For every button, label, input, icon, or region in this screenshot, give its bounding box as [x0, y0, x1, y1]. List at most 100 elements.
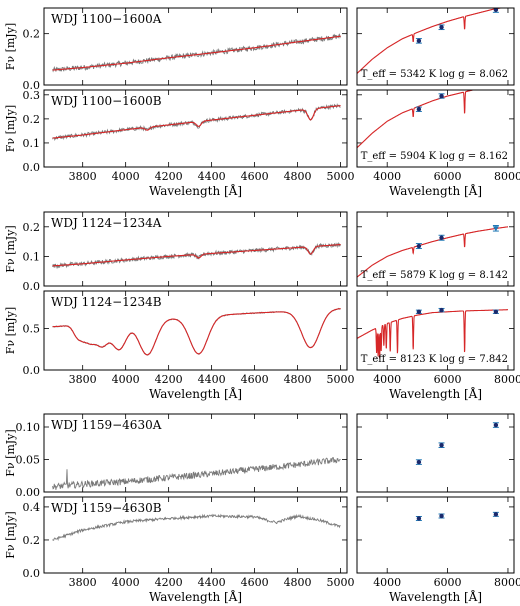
y-axis-label: Fν [mJy] [4, 105, 17, 152]
x-axis-label: Wavelength [Å] [149, 589, 242, 604]
xtick-label: 8000 [494, 576, 520, 589]
photometry-point [416, 107, 422, 112]
xtick-label: 4400 [198, 373, 226, 386]
photometry-point [493, 512, 499, 517]
xtick-label: 3800 [69, 373, 97, 386]
photometry-point [439, 235, 444, 240]
sed-panel: T_eff = 5879 K log g = 8.142 [356, 211, 515, 287]
xtick-label: 6000 [434, 576, 462, 589]
xtick-label: 5000 [327, 170, 355, 183]
spectrum-plot [52, 456, 341, 490]
star-name: WDJ 1100−1600A [51, 12, 162, 26]
sed-panel: T_eff = 5342 K log g = 8.062 [356, 7, 515, 86]
photometry-point [439, 513, 444, 519]
y-axis-label: Fν [mJy] [4, 511, 17, 558]
star-name: WDJ 1100−1600B [51, 94, 162, 108]
xtick-label: 4600 [241, 373, 269, 386]
xtick-label: 4000 [373, 576, 401, 589]
x-axis-label: Wavelength [Å] [389, 386, 482, 401]
xtick-label: 4800 [284, 373, 312, 386]
xtick-label: 3800 [69, 576, 97, 589]
observed-spectrum-line [52, 513, 341, 542]
ytick-label: 0.10 [16, 421, 41, 434]
spectrum-frame [43, 7, 348, 86]
spectrum-panel: WDJ 1159−4630B 0.0 0.2 0.4 Fν [mJy] 3800 4000 4… [4, 496, 355, 604]
xtick-label: 4000 [373, 170, 401, 183]
ytick-label: 0.0 [23, 364, 41, 377]
ytick-label: 0.2 [23, 28, 41, 41]
photometry-point [416, 38, 422, 44]
model-spectrum-line [52, 35, 341, 71]
spectrum-frame [43, 89, 348, 168]
spectrum-plot [52, 242, 342, 270]
photometry-point [439, 25, 444, 30]
ytick-label: 0.2 [23, 221, 41, 234]
photometry-point [416, 309, 422, 314]
xtick-label: 5000 [327, 576, 355, 589]
sed-panel: T_eff = 8123 K log g = 7.842 4000 6000 8000… [356, 290, 520, 401]
photometry-point [439, 443, 444, 448]
ytick-label: 0.05 [16, 454, 41, 467]
x-axis-label: Wavelength [Å] [149, 183, 242, 198]
xtick-label: 6000 [434, 373, 462, 386]
ytick-label: 0.0 [23, 567, 41, 580]
sed-plot [357, 8, 504, 74]
spectrum-panel: WDJ 1100−1600B 0.0 0.1 0.2 0.3 Fν [mJy] 3800 40… [4, 89, 355, 198]
observed-spectrum-line [52, 307, 341, 356]
x-axis-label: Wavelength [Å] [389, 183, 482, 198]
sed-frame [356, 290, 515, 371]
ytick-label: 0.0 [23, 79, 41, 92]
x-axis-label: Wavelength [Å] [389, 589, 482, 604]
xtick-label: 3800 [69, 170, 97, 183]
xtick-label: 4600 [241, 170, 269, 183]
observed-spectrum-line [52, 102, 341, 141]
sed-model-line [357, 90, 476, 149]
spectrum-panel: WDJ 1124−1234A 0.0 0.1 0.2 Fν [mJy] [4, 211, 348, 293]
sed-model-line [357, 226, 508, 278]
y-axis-label: Fν [mJy] [4, 307, 17, 354]
ytick-label: 0.1 [23, 137, 41, 150]
photometry-point [416, 459, 422, 465]
photometry-point [492, 226, 499, 232]
sed-plot [415, 422, 499, 465]
observed-spectrum-line [52, 242, 342, 270]
ytick-label: 0.0 [23, 280, 41, 293]
xtick-label: 4000 [112, 373, 140, 386]
sed-model-line [357, 309, 508, 359]
spectrum-plot [52, 33, 342, 73]
ytick-label: 0.2 [23, 534, 41, 547]
ytick-label: 0.3 [23, 89, 41, 102]
spectrum-panel: WDJ 1124−1234B 0.0 0.5 Fν [mJy] 3800 4000 4200… [4, 290, 355, 401]
model-spectrum-line [52, 105, 341, 139]
spectrum-plot [52, 307, 341, 356]
photometry-point [439, 93, 444, 99]
xtick-label: 8000 [494, 373, 520, 386]
ytick-label: 0.0 [23, 161, 41, 174]
photometry-point [494, 82, 498, 86]
sed-frame [356, 496, 515, 574]
spectrum-frame [43, 496, 348, 574]
spectrum-frame [43, 211, 348, 287]
ytick-label: 0.2 [23, 113, 41, 126]
photometry-point [416, 243, 422, 249]
fit-parameters: T_eff = 5342 K log g = 8.062 [361, 69, 508, 80]
model-spectrum-line [52, 244, 341, 267]
xtick-label: 4800 [284, 576, 312, 589]
xtick-label: 4000 [112, 576, 140, 589]
xtick-label: 4000 [373, 373, 401, 386]
sed-plot [357, 82, 498, 149]
y-axis-label: Fν [mJy] [4, 23, 17, 70]
sed-plot [357, 307, 508, 359]
xtick-label: 6000 [434, 170, 462, 183]
sed-frame [356, 413, 515, 493]
xtick-label: 8000 [494, 170, 520, 183]
sed-frame [356, 89, 515, 168]
xtick-label: 4800 [284, 170, 312, 183]
spectrum-plot [52, 513, 341, 542]
fit-parameters: T_eff = 5879 K log g = 8.142 [361, 270, 508, 281]
model-spectrum-line [52, 308, 341, 356]
sed-panel: 4000 6000 8000 Wavelength [Å] [356, 496, 520, 604]
photometry-point [416, 516, 422, 521]
